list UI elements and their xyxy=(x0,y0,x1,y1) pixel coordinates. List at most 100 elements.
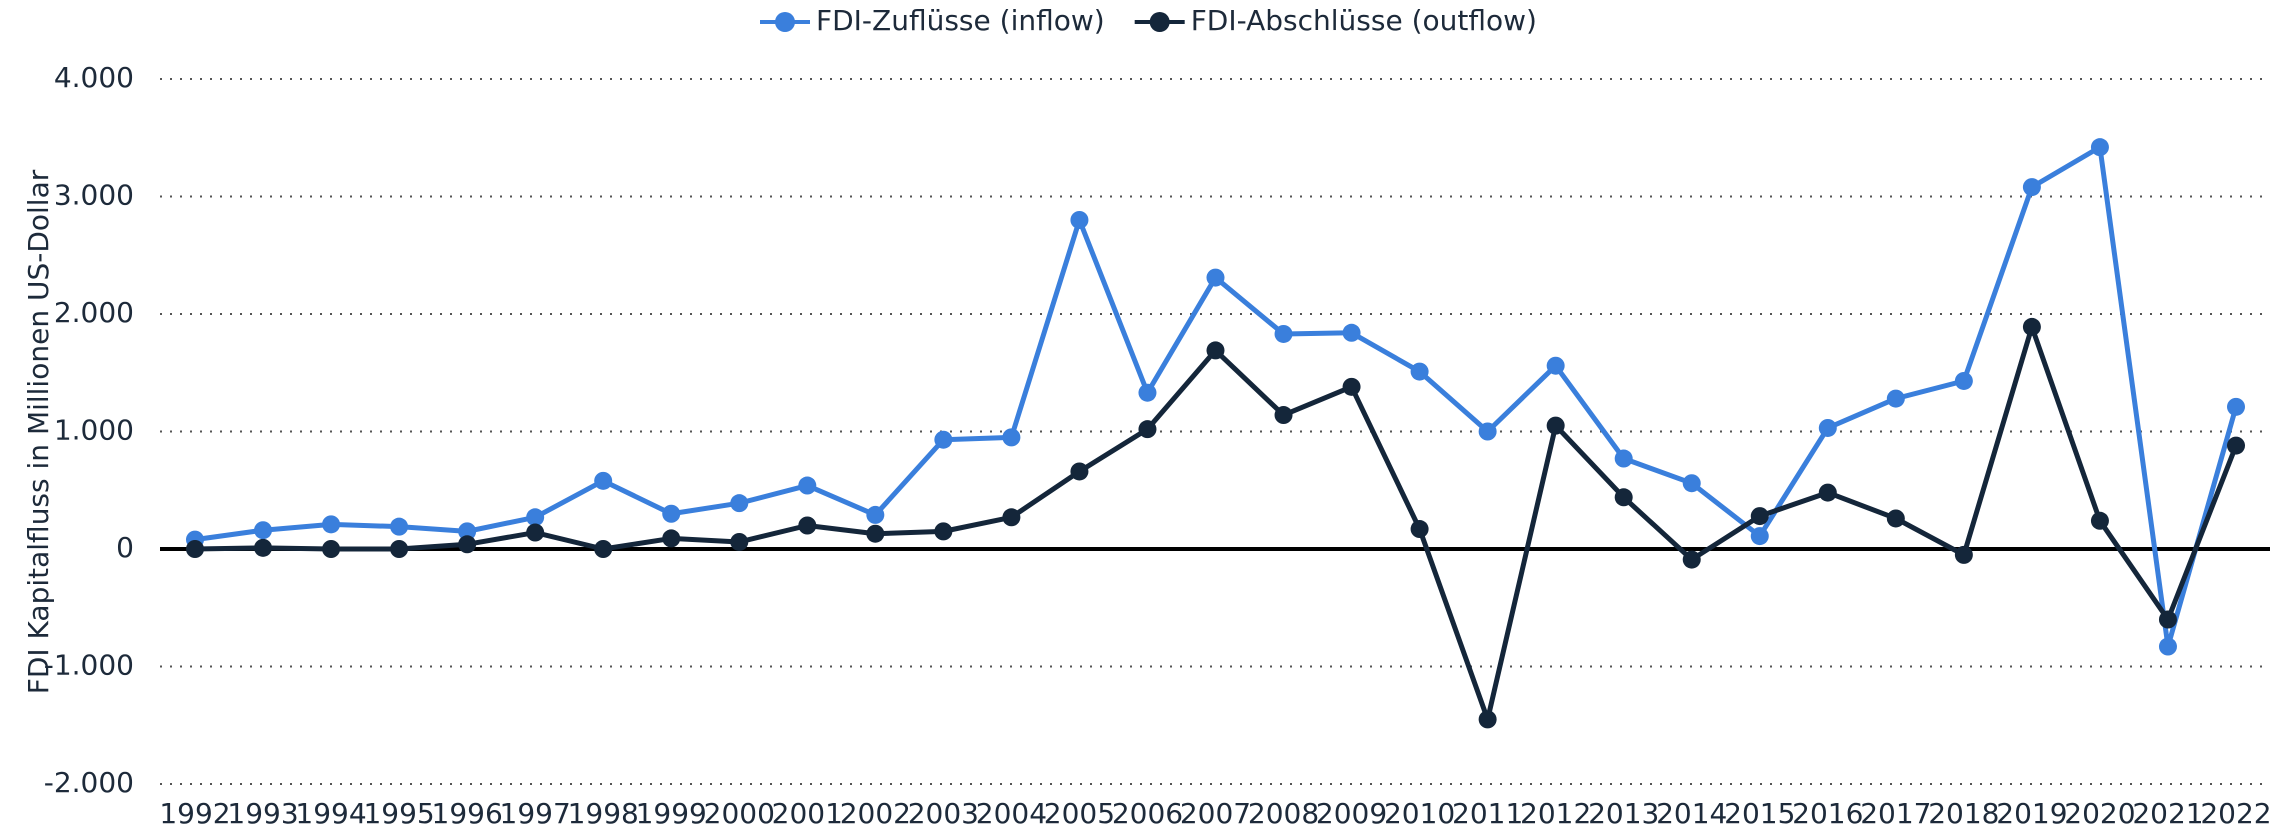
data-point xyxy=(1138,383,1157,402)
data-point xyxy=(1002,508,1021,527)
x-tick-label: 2004 xyxy=(976,797,1047,830)
data-point xyxy=(1206,268,1225,287)
y-axis-label: FDI Kapitalfluss in Millionen US-Dollar xyxy=(22,169,55,694)
data-point xyxy=(1342,377,1361,396)
x-tick-label: 2003 xyxy=(908,797,979,830)
data-point xyxy=(798,476,817,495)
x-tick-label: 2018 xyxy=(1928,797,1999,830)
x-tick-label: 1998 xyxy=(568,797,639,830)
data-point xyxy=(1886,389,1905,408)
data-point xyxy=(1546,416,1565,435)
data-point xyxy=(1070,462,1089,481)
data-point xyxy=(1818,418,1837,437)
data-point xyxy=(662,529,681,548)
x-tick-label: 2017 xyxy=(1860,797,1931,830)
data-point xyxy=(2227,397,2245,416)
data-point xyxy=(1206,341,1225,360)
data-point xyxy=(1818,483,1837,502)
x-tick-label: 2014 xyxy=(1656,797,1727,830)
x-tick-label: 1996 xyxy=(432,797,503,830)
x-tick-label: 2022 xyxy=(2200,797,2271,830)
data-point xyxy=(1682,550,1701,569)
data-point xyxy=(866,524,885,543)
data-point xyxy=(390,540,409,558)
data-point xyxy=(2022,178,2041,197)
x-tick-label: 2021 xyxy=(2132,797,2203,830)
data-point xyxy=(254,521,273,540)
x-tick-label: 1994 xyxy=(295,797,366,830)
y-tick-label: 0 xyxy=(116,531,134,564)
data-point xyxy=(594,540,613,558)
data-point xyxy=(526,508,545,527)
data-point xyxy=(390,517,409,536)
data-point xyxy=(1614,488,1633,507)
x-tick-label: 2002 xyxy=(840,797,911,830)
data-point xyxy=(662,504,681,523)
x-tick-label: 2019 xyxy=(1996,797,2067,830)
data-point xyxy=(1342,323,1361,342)
x-tick-label: 2006 xyxy=(1112,797,1183,830)
legend-marker xyxy=(775,12,795,32)
data-point xyxy=(1954,371,1973,390)
data-point xyxy=(2158,610,2177,629)
legend-marker xyxy=(1149,12,1170,32)
data-point xyxy=(1478,710,1497,729)
data-point xyxy=(1070,211,1089,229)
x-tick-label: 2009 xyxy=(1316,797,1387,830)
data-point xyxy=(2090,138,2109,157)
data-point xyxy=(1478,422,1497,441)
data-point xyxy=(1750,507,1769,526)
data-point xyxy=(2090,511,2109,530)
data-point xyxy=(866,505,885,524)
data-point xyxy=(1410,520,1429,539)
data-point xyxy=(730,494,749,513)
data-point xyxy=(1750,527,1769,546)
x-tick-label: 1993 xyxy=(227,797,298,830)
y-tick-label: 3.000 xyxy=(54,179,134,212)
legend-label: FDI-Zuflüsse (inflow) xyxy=(816,4,1105,37)
x-tick-label: 2007 xyxy=(1180,797,1251,830)
x-tick-label: 2020 xyxy=(2064,797,2135,830)
x-tick-label: 1999 xyxy=(636,797,707,830)
data-point xyxy=(1002,428,1021,447)
series-line xyxy=(194,144,2239,650)
x-tick-label: 2015 xyxy=(1724,797,1795,830)
legend-item xyxy=(1134,12,1185,32)
data-point xyxy=(1274,406,1293,425)
data-point xyxy=(2158,637,2177,656)
x-tick-label: 2001 xyxy=(772,797,843,830)
legend-label: FDI-Abschlüsse (outflow) xyxy=(1191,4,1537,37)
data-point xyxy=(1546,356,1565,375)
x-tick-label: 1995 xyxy=(363,797,434,830)
data-point xyxy=(1614,449,1633,468)
x-tick-label: 2012 xyxy=(1520,797,1591,830)
data-point xyxy=(934,430,953,449)
data-point xyxy=(254,538,273,557)
data-point xyxy=(934,522,953,541)
y-tick-label: -2.000 xyxy=(44,766,134,799)
x-tick-label: 2016 xyxy=(1792,797,1863,830)
x-tick-label: 1992 xyxy=(159,797,230,830)
data-point xyxy=(322,515,341,534)
data-point xyxy=(1886,509,1905,528)
data-point xyxy=(458,522,477,541)
y-tick-label: 1.000 xyxy=(54,414,134,447)
y-tick-label: 4.000 xyxy=(54,61,134,94)
data-point xyxy=(1410,362,1429,381)
data-point xyxy=(1138,420,1157,439)
data-point xyxy=(1274,324,1293,343)
data-point xyxy=(2227,436,2245,455)
data-point xyxy=(798,516,817,535)
data-point xyxy=(186,540,204,558)
data-point xyxy=(2022,317,2041,336)
x-tick-label: 2010 xyxy=(1384,797,1455,830)
x-tick-label: 2005 xyxy=(1044,797,1115,830)
data-point xyxy=(322,540,341,558)
x-tick-label: 2011 xyxy=(1452,797,1523,830)
data-point xyxy=(458,535,477,554)
x-tick-label: 2008 xyxy=(1248,797,1319,830)
data-point xyxy=(526,523,545,542)
data-point xyxy=(1682,474,1701,493)
x-tick-label: 2000 xyxy=(704,797,775,830)
